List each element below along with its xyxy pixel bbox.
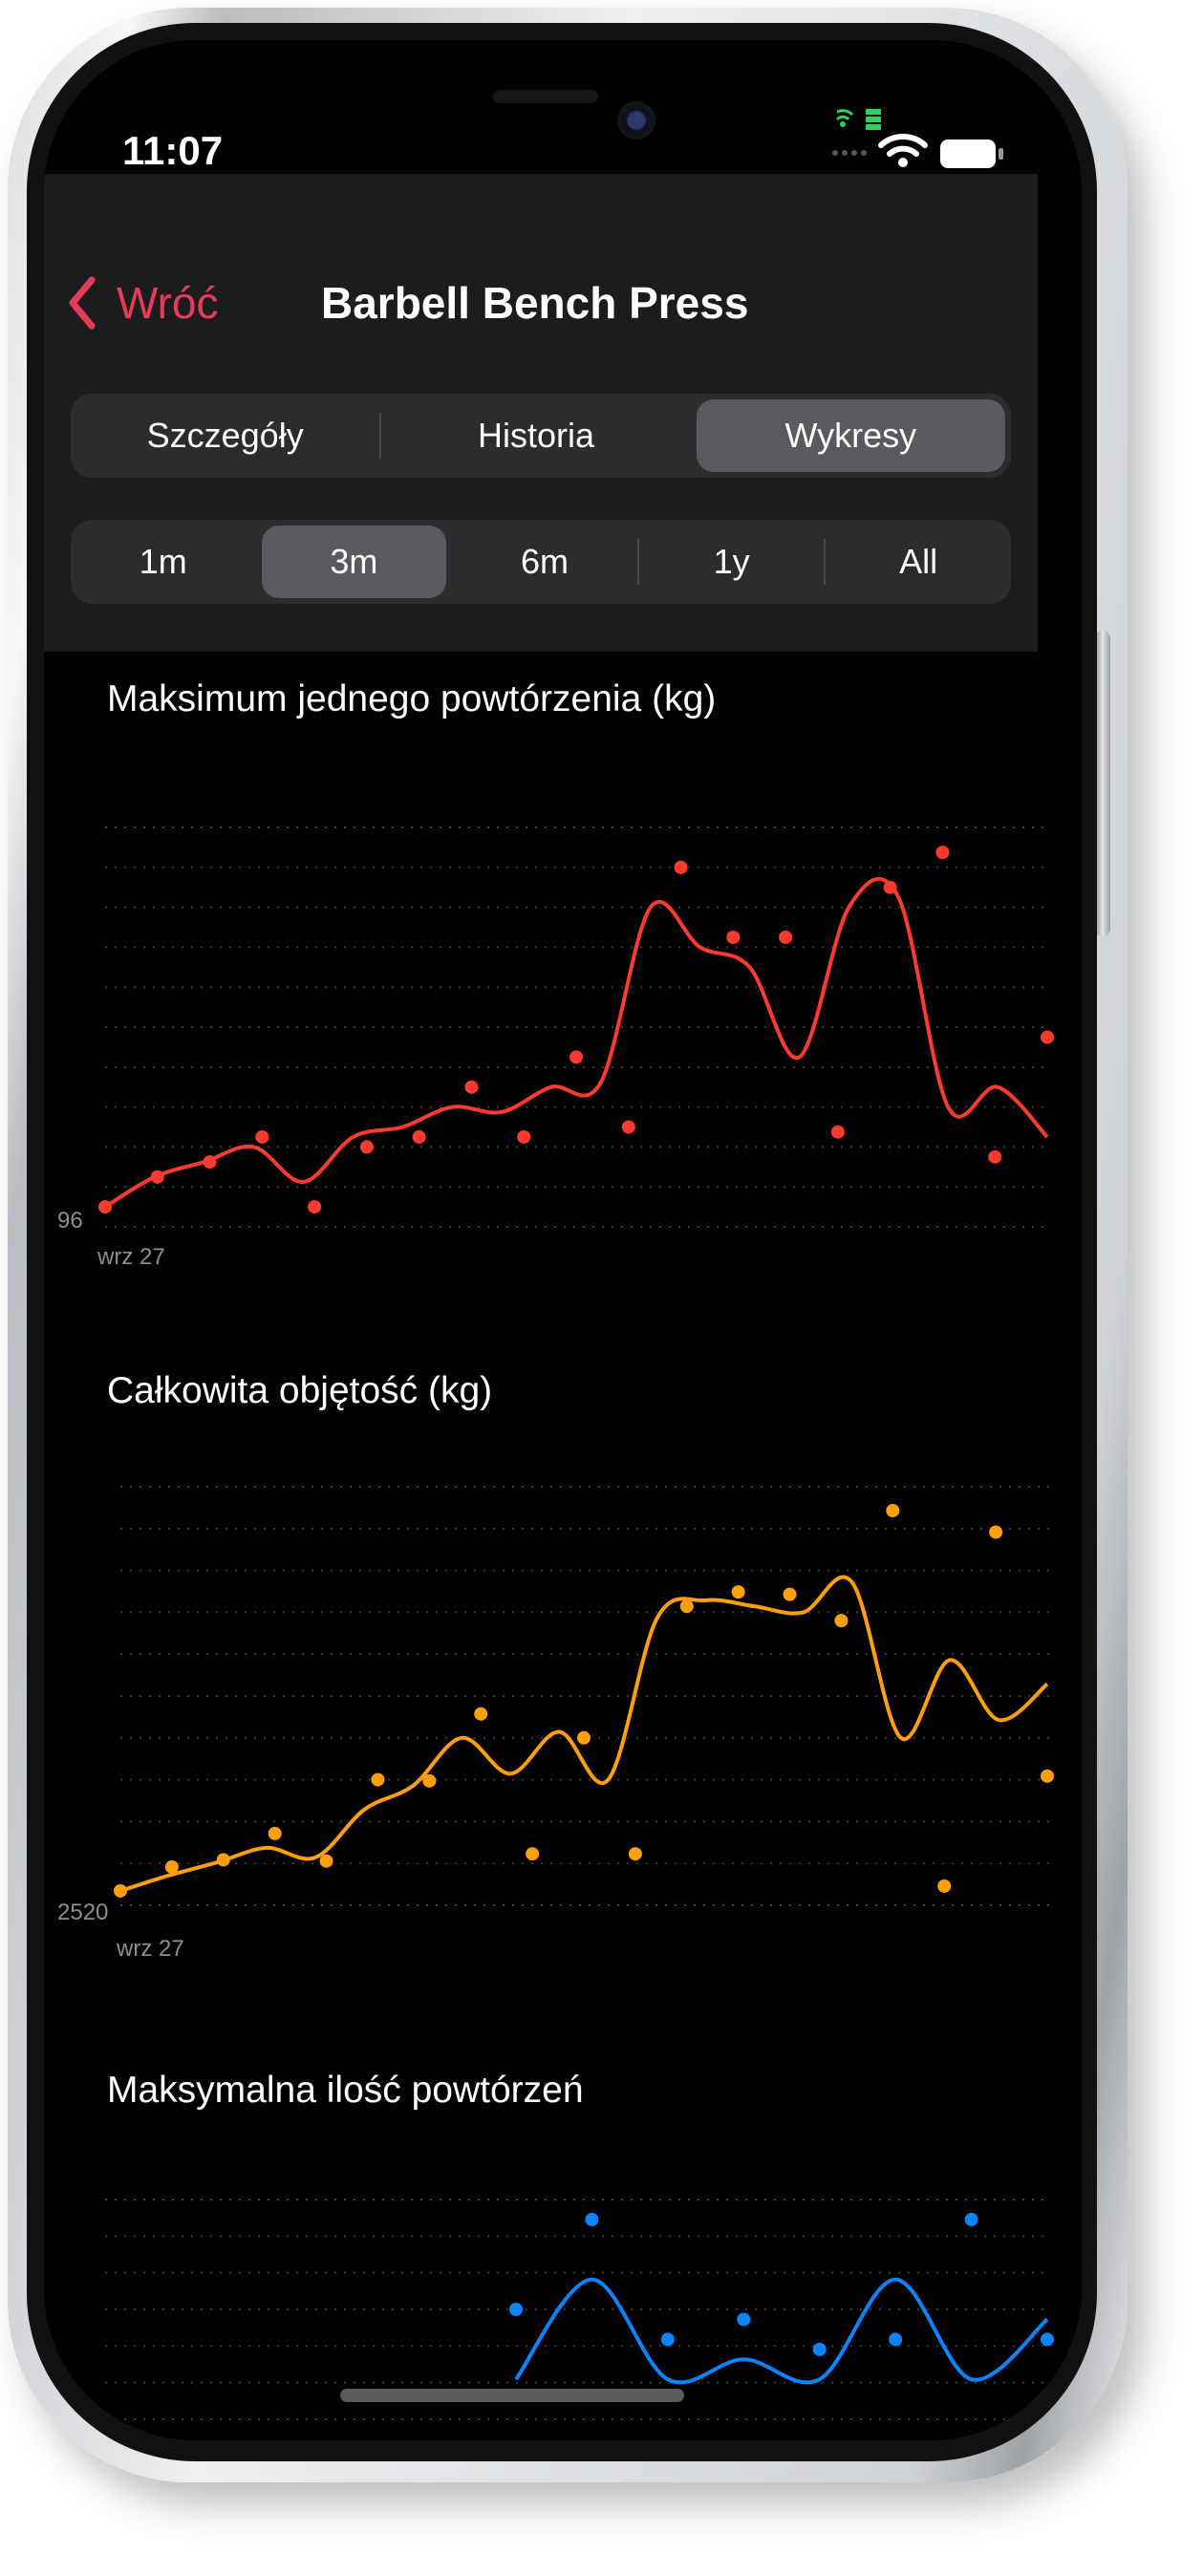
data-point: [203, 1155, 217, 1170]
chart-title-1rm: Maksimum jednego powtórzenia (kg): [107, 678, 717, 719]
data-point: [371, 1772, 385, 1787]
data-point: [783, 1587, 797, 1601]
data-point: [628, 1847, 642, 1861]
data-point: [660, 2332, 675, 2347]
tab-label: Historia: [477, 416, 594, 455]
speaker: [493, 90, 598, 103]
data-point: [585, 2212, 599, 2226]
data-point: [988, 1149, 1002, 1164]
range-6m[interactable]: 6m: [452, 520, 637, 604]
range-3m[interactable]: 3m: [261, 526, 447, 598]
data-point: [509, 2303, 523, 2316]
chart-title-max-reps: Maksymalna ilość powtórzeń: [107, 2070, 584, 2111]
data-point: [889, 2332, 903, 2347]
data-point: [569, 1050, 583, 1064]
data-point: [464, 1080, 479, 1094]
x-axis-start-label: wrz 27: [117, 1936, 184, 1962]
data-point: [216, 1853, 230, 1867]
range-1m[interactable]: 1m: [71, 520, 256, 604]
status-time: 11:07: [122, 128, 224, 173]
data-point: [937, 1878, 952, 1893]
back-button[interactable]: Wróć: [65, 269, 219, 336]
data-point: [834, 1614, 849, 1628]
tabs-control: Szczegóły Historia Wykresy: [71, 394, 1011, 478]
home-indicator[interactable]: [340, 2389, 684, 2402]
range-label: 1y: [713, 542, 750, 581]
data-point: [989, 1525, 1003, 1539]
divider: [636, 539, 639, 585]
data-point: [308, 1200, 322, 1214]
data-point: [114, 1883, 127, 1898]
range-control: 1m 3m 6m 1y All: [71, 520, 1011, 604]
x-axis-start-label: wrz 27: [97, 1244, 165, 1270]
data-point: [726, 930, 741, 944]
data-point: [1041, 1769, 1054, 1783]
y-axis-min-label: 2520: [57, 1900, 109, 1925]
range-label: 1m: [139, 542, 187, 581]
divider: [824, 539, 827, 585]
notch: [266, 40, 837, 168]
side-button: [1095, 631, 1110, 936]
range-all[interactable]: All: [826, 520, 1011, 604]
data-point: [812, 2342, 827, 2356]
range-label: All: [899, 542, 938, 581]
y-axis-min-label: 96: [57, 1208, 83, 1234]
data-point: [255, 1129, 269, 1144]
screen: 11:07: [44, 40, 1082, 2440]
status-icons: [799, 97, 1019, 168]
data-point: [621, 1120, 635, 1134]
tab-szczegoly[interactable]: Szczegóły: [71, 394, 379, 478]
trend-line: [103, 876, 1049, 1209]
nav-bar: Wróć Barbell Bench Press Szczegóły Histo…: [44, 174, 1038, 652]
data-point: [577, 1730, 591, 1745]
data-point: [474, 1707, 488, 1721]
range-label: 6m: [520, 542, 569, 581]
camera: [617, 101, 655, 140]
data-point: [422, 1773, 437, 1788]
data-point: [674, 860, 688, 874]
data-point: [1041, 2332, 1054, 2347]
tab-label: Wykresy: [784, 416, 917, 455]
data-point: [679, 1599, 694, 1614]
range-label: 3m: [330, 542, 378, 581]
trend-line: [514, 2277, 1049, 2385]
data-point: [412, 1129, 426, 1144]
data-point: [517, 1129, 531, 1144]
data-point: [830, 1125, 845, 1139]
data-point: [779, 930, 793, 944]
chart-volume: [114, 1486, 1054, 1906]
trend-line: [119, 1575, 1049, 1893]
data-point: [150, 1170, 164, 1184]
chart-title-volume: Całkowita objętość (kg): [107, 1370, 493, 1411]
data-point: [935, 846, 950, 860]
data-point: [964, 2212, 978, 2226]
chart-max-reps: [105, 2199, 1054, 2420]
signal-icon: [831, 109, 1003, 168]
back-label: Wróć: [117, 278, 219, 328]
data-point: [164, 1859, 179, 1874]
range-1y[interactable]: 1y: [639, 520, 825, 604]
data-point: [886, 1504, 900, 1518]
data-point: [737, 2312, 751, 2327]
chevron-left-icon: [69, 276, 96, 330]
page-title: Barbell Bench Press: [321, 278, 749, 328]
data-point: [98, 1200, 112, 1214]
data-point: [268, 1826, 282, 1840]
data-point: [526, 1847, 540, 1861]
data-point: [883, 880, 897, 894]
tab-wykresy[interactable]: Wykresy: [696, 399, 1005, 472]
data-point: [319, 1854, 333, 1868]
divider: [379, 413, 382, 459]
data-point: [1041, 1030, 1054, 1044]
data-point: [359, 1140, 374, 1154]
chart-1rm: [98, 826, 1054, 1228]
data-point: [731, 1585, 745, 1599]
tab-label: Szczegóły: [146, 416, 304, 455]
tab-historia[interactable]: Historia: [381, 394, 690, 478]
